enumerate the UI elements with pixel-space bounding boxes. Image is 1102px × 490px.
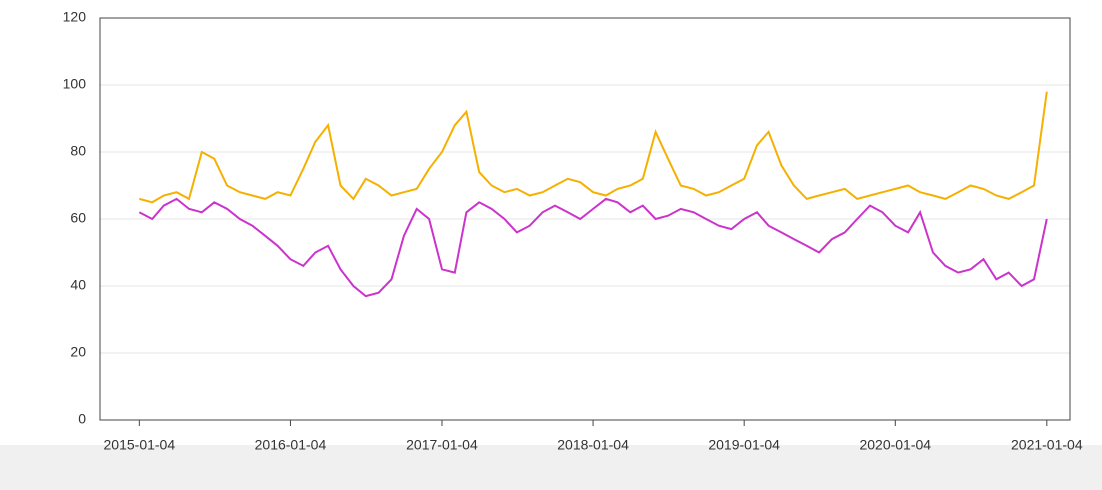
y-tick-label: 100 xyxy=(63,76,87,92)
x-tick-label: 2016-01-04 xyxy=(255,437,327,453)
x-tick-label: 2020-01-04 xyxy=(859,437,931,453)
y-tick-label: 80 xyxy=(70,143,86,159)
x-tick-label: 2021-01-04 xyxy=(1011,437,1083,453)
plot-frame xyxy=(99,17,1071,421)
series-line xyxy=(139,91,1048,204)
series-line xyxy=(138,197,1048,298)
footer-band xyxy=(0,445,1102,490)
x-tick-label: 2019-01-04 xyxy=(708,437,780,453)
y-tick-label: 0 xyxy=(78,411,86,427)
x-tick-label: 2017-01-04 xyxy=(406,437,478,453)
y-tick-label: 120 xyxy=(63,9,87,25)
y-tick-label: 60 xyxy=(70,210,86,226)
x-tick-label: 2018-01-04 xyxy=(557,437,629,453)
y-tick-label: 40 xyxy=(70,277,86,293)
x-tick-label: 2015-01-04 xyxy=(104,437,176,453)
y-tick-label: 20 xyxy=(70,344,86,360)
